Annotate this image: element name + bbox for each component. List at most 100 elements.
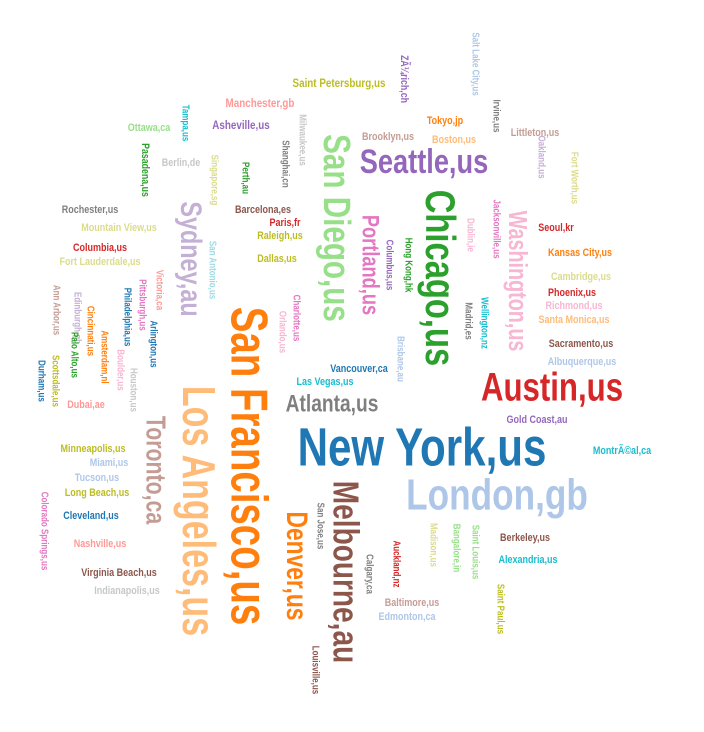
word-cloud-word: Barcelona,es [235, 204, 291, 216]
word-cloud-word: Vancouver,ca [330, 363, 388, 375]
word-cloud-word: Phoenix,us [548, 287, 596, 299]
word-cloud-word: Boston,us [432, 134, 476, 146]
word-cloud-word: Sydney,au [174, 201, 207, 316]
word-cloud-word: Mountain View,us [81, 222, 157, 234]
word-cloud-word: Milwaukee,us [297, 114, 308, 166]
word-cloud-word: Minneapolis,us [60, 443, 125, 455]
word-cloud-word: Berkeley,us [500, 532, 550, 544]
word-cloud-word: Madison,us [428, 523, 439, 567]
word-cloud-word: Toronto,ca [140, 416, 172, 524]
word-cloud-word: Santa Monica,us [538, 314, 609, 326]
word-cloud-word: MontrÃ©al,ca [593, 443, 652, 457]
word-cloud-word: Portland,us [357, 215, 384, 315]
word-cloud-word: Miami,us [90, 457, 129, 469]
word-cloud-word: Shanghai,cn [280, 140, 291, 188]
word-cloud-word: Fort Worth,us [569, 152, 580, 204]
word-cloud-word: Seoul,kr [538, 222, 574, 234]
word-cloud-word: Nashville,us [74, 538, 127, 550]
word-cloud-word: Asheville,us [212, 119, 269, 132]
word-cloud-word: Ann Arbor,us [51, 285, 62, 335]
word-cloud-word: Salt Lake City,us [470, 32, 481, 95]
word-cloud-word: Perth,au [240, 162, 251, 194]
word-cloud-word: Kansas City,us [548, 247, 612, 259]
word-cloud-word: Tucson,us [75, 472, 120, 484]
word-cloud-word: Wellington,nz [479, 297, 490, 349]
word-cloud-word: Saint Paul,us [495, 584, 506, 634]
word-cloud-word: Paris,fr [269, 217, 300, 229]
word-cloud-word: Atlanta,us [286, 389, 379, 417]
word-cloud-word: Bangalore,in [451, 524, 462, 572]
word-cloud-word: Rochester,us [62, 204, 119, 216]
word-cloud-word: Dallas,us [257, 253, 297, 265]
word-cloud-word: San Francisco,us [220, 307, 278, 626]
word-cloud-word: Washington,us [504, 211, 533, 352]
word-cloud-word: Ottawa,ca [128, 122, 171, 134]
word-cloud-word: Manchester,gb [226, 97, 295, 110]
word-cloud-word: Columbia,us [73, 242, 127, 254]
word-cloud-word: Palo Alto,us [69, 332, 80, 378]
word-cloud-word: New York,us [298, 417, 547, 477]
word-cloud-word: Philadelphia,us [122, 288, 133, 347]
word-cloud-word: Irvine,us [491, 100, 502, 133]
word-cloud-word: Boulder,us [115, 349, 126, 390]
word-cloud-word: Hong Kong,hk [403, 238, 414, 293]
word-cloud-word: Dubai,ae [67, 399, 105, 411]
word-cloud-word: Louisville,us [310, 646, 321, 694]
word-cloud-word: Denver,us [280, 512, 314, 621]
word-cloud-word: Amsterdam,nl [99, 330, 110, 383]
word-cloud-word: Orlando,us [277, 311, 288, 353]
word-cloud-word: Jacksonville,us [491, 199, 502, 258]
word-cloud-word: Richmond,us [545, 300, 602, 312]
word-cloud-word: Madrid,es [463, 302, 474, 339]
word-cloud-word: Brisbane,au [395, 336, 406, 382]
word-cloud-word: Raleigh,us [257, 230, 303, 242]
word-cloud-word: Long Beach,us [65, 487, 130, 499]
word-cloud-word: Alexandria,us [498, 554, 557, 566]
word-cloud-word: Durham,us [36, 360, 47, 402]
word-cloud-word: Columbus,us [384, 240, 395, 291]
word-cloud-word: Indianapolis,us [94, 585, 160, 597]
word-cloud-word: Seattle,us [360, 142, 488, 181]
word-cloud-word: Singapore,sg [209, 155, 220, 206]
word-cloud-word: Pasadena,us [139, 143, 151, 197]
word-cloud-word: Baltimore,us [385, 597, 440, 609]
word-cloud-word: Victoria,ca [154, 270, 165, 311]
word-cloud-word: Colorado Springs,us [39, 492, 50, 571]
word-cloud-word: Tampa,us [180, 105, 191, 142]
word-cloud-word: Charlotte,us [291, 295, 302, 342]
word-cloud-word: Littleton,us [511, 127, 560, 139]
word-cloud-word: Edinburgh,gb [72, 292, 83, 344]
word-cloud-word: Virginia Beach,us [81, 567, 157, 579]
word-cloud-word: Las Vegas,us [296, 376, 353, 388]
word-cloud-word: Arlington,us [148, 320, 159, 367]
word-cloud-word: San Jose,us [315, 503, 326, 550]
word-cloud-word: Houston,us [128, 368, 139, 412]
word-cloud-word: Edmonton,ca [378, 611, 435, 623]
word-cloud-word: Sacramento,us [549, 338, 614, 350]
word-cloud-word: San Diego,us [315, 134, 357, 322]
word-cloud-word: Tokyo,jp [427, 115, 463, 127]
word-cloud-word: Berlin,de [162, 157, 201, 169]
word-cloud-word: San Antonio,us [207, 241, 218, 299]
word-cloud-word: Cincinnati,us [85, 306, 96, 356]
word-cloud-word: Fort Lauderdale,us [59, 256, 140, 268]
word-cloud-word: Saint Louis,us [470, 525, 481, 580]
word-cloud-word: Austin,us [481, 365, 623, 410]
word-cloud-word: Chicago,us [417, 190, 464, 367]
word-cloud-word: Scottsdale,us [50, 355, 61, 407]
word-cloud-word: Gold Coast,au [506, 414, 567, 426]
word-cloud-word: Auckland,nz [391, 540, 402, 587]
word-cloud-word: ZÃ¼rich,ch [398, 55, 410, 103]
word-cloud-word: Dublin,ie [465, 218, 476, 252]
word-cloud-word: London,gb [406, 471, 588, 520]
word-cloud-word: Brooklyn,us [362, 131, 414, 143]
word-cloud-word: Cambridge,us [551, 271, 611, 283]
word-cloud-word: Melbourne,au [326, 481, 366, 663]
word-cloud-word: Oakland,us [536, 135, 547, 178]
word-cloud-word: Albuquerque,us [548, 356, 617, 368]
word-cloud-word: Calgary,ca [364, 554, 375, 595]
word-cloud-word: Saint Petersburg,us [293, 77, 386, 90]
word-cloud-word: Cleveland,us [63, 510, 119, 522]
